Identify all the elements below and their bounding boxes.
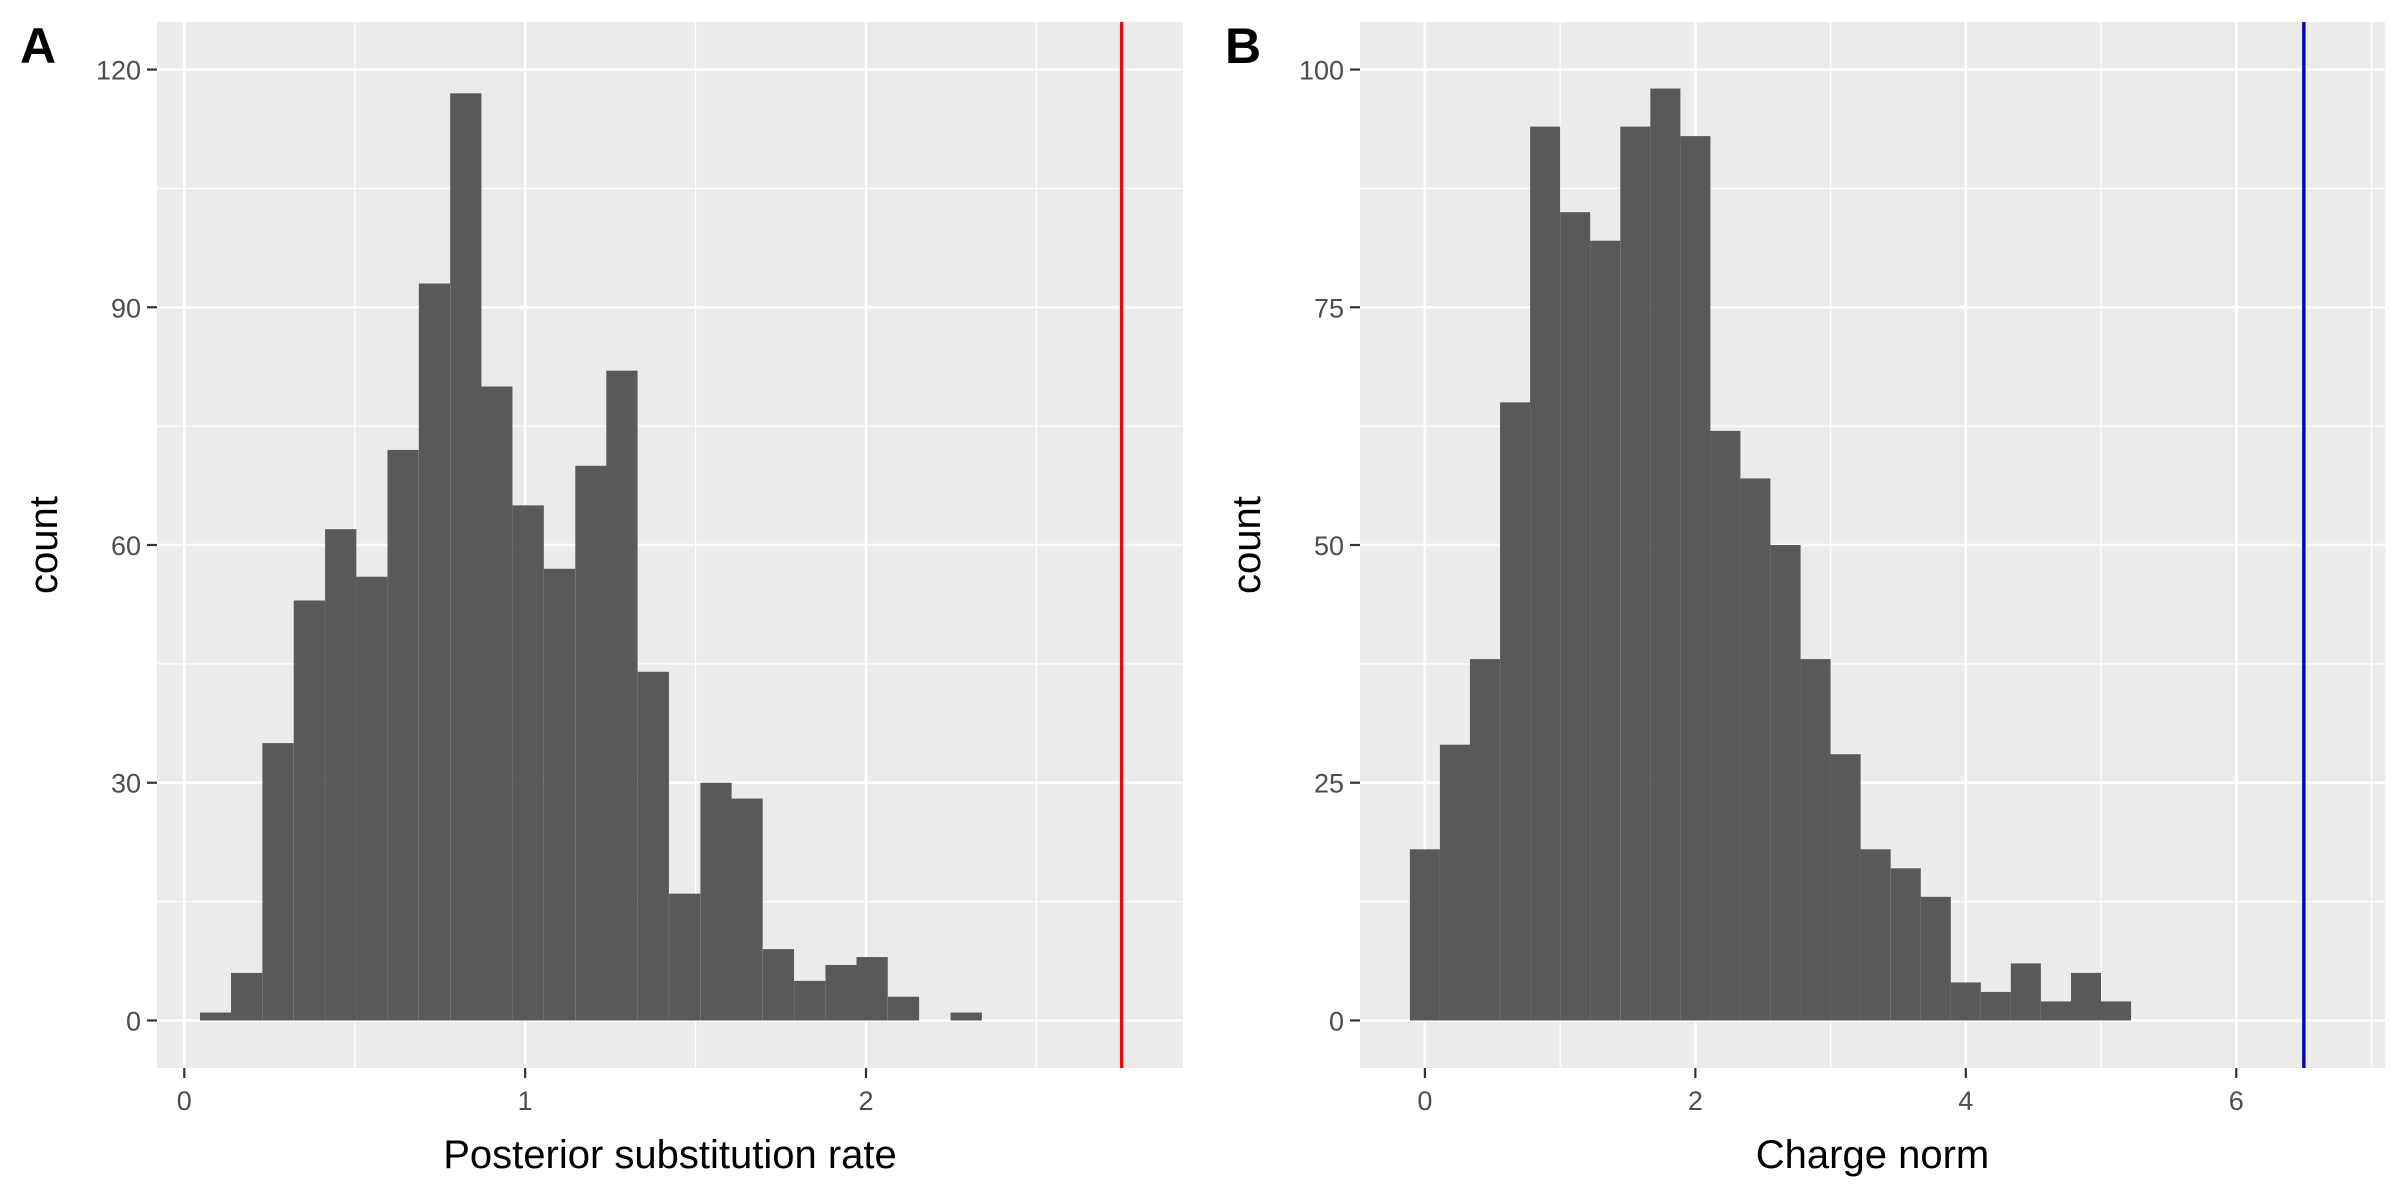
histogram-bar [825, 964, 857, 1021]
histogram-bar [1890, 868, 1921, 1021]
histogram-bar [1710, 430, 1741, 1021]
y-tick-label: 75 [1314, 293, 1344, 323]
histogram-bar [2070, 972, 2102, 1021]
histogram-bar [450, 93, 482, 1021]
histogram-bar [512, 505, 544, 1021]
x-tick-label: 2 [858, 1086, 873, 1116]
histogram-bar [1830, 754, 1861, 1021]
histogram-bar [2040, 1001, 2072, 1021]
histogram-bar [2010, 963, 2041, 1021]
histogram-bar [1740, 478, 1771, 1021]
histogram-bar [418, 283, 451, 1021]
histogram-bar [356, 576, 388, 1021]
histogram-bar [1530, 126, 1561, 1021]
histogram-bar [606, 370, 638, 1021]
histogram-bar [199, 1012, 232, 1021]
y-tick-label: 0 [126, 1006, 141, 1036]
histogram-bar [1680, 136, 1711, 1021]
histogram-bar [2101, 1001, 2132, 1021]
histogram-bar [1469, 659, 1500, 1021]
histogram-bar [856, 957, 888, 1021]
histogram-bar [1409, 849, 1440, 1021]
histogram-bar [1439, 744, 1470, 1021]
x-tick-label: 6 [2229, 1086, 2244, 1116]
x-axis-title: Posterior substitution rate [443, 1133, 897, 1177]
histogram-bar [1980, 991, 2011, 1021]
histogram-bar [794, 980, 826, 1021]
histogram-bar [887, 996, 920, 1021]
histogram-bar [231, 972, 263, 1021]
y-tick-label: 0 [1329, 1006, 1344, 1036]
histogram-bar [481, 386, 513, 1021]
panel-tag-label: A [20, 18, 56, 74]
histogram-bar [575, 465, 607, 1021]
histogram-bar [1620, 126, 1651, 1021]
histogram-bar [262, 743, 294, 1021]
y-tick-label: 120 [96, 56, 141, 86]
panel-b-histogram: 0 25 50 75 100 0 2 4 6 Charge norm count B [1225, 18, 2385, 1177]
x-tick-label: 4 [1958, 1086, 1973, 1116]
histogram-bar [950, 1012, 982, 1021]
y-tick-label: 60 [111, 531, 141, 561]
histogram-bar [1800, 659, 1831, 1021]
y-tick-label: 30 [111, 769, 141, 799]
panel-tag-label: B [1225, 18, 1261, 74]
x-tick-label: 0 [1417, 1086, 1432, 1116]
histogram-bar [762, 949, 795, 1021]
y-axis-title: count [22, 496, 66, 594]
histogram-bar [387, 449, 419, 1021]
y-axis-title: count [1225, 496, 1269, 594]
histogram-bar [1500, 402, 1531, 1021]
panel-a-histogram: 0 30 60 90 120 0 1 2 Posterior substitution rate… [20, 18, 1183, 1177]
x-tick-label: 2 [1688, 1086, 1703, 1116]
histogram-bar [731, 798, 763, 1021]
y-tick-label: 100 [1299, 56, 1344, 86]
histogram-bar [700, 782, 732, 1021]
x-axis-title: Charge norm [1756, 1133, 1989, 1177]
x-tick-label: 0 [177, 1086, 192, 1116]
y-tick-label: 50 [1314, 531, 1344, 561]
y-tick-label: 25 [1314, 769, 1344, 799]
histogram-bar [669, 893, 701, 1021]
histogram-bar [1560, 212, 1591, 1021]
histogram-bar [1590, 240, 1621, 1021]
y-tick-label: 90 [111, 293, 141, 323]
histogram-bar [543, 568, 576, 1021]
histogram-bar [637, 671, 669, 1021]
histogram-bar [1650, 88, 1681, 1021]
histogram-bar [325, 529, 357, 1021]
histogram-bar [1920, 896, 1951, 1021]
histogram-bar [293, 600, 325, 1021]
histogram-bar [1950, 982, 1981, 1021]
histogram-bar [1860, 849, 1891, 1021]
x-tick-label: 1 [518, 1086, 533, 1116]
histogram-bar [1770, 545, 1801, 1021]
